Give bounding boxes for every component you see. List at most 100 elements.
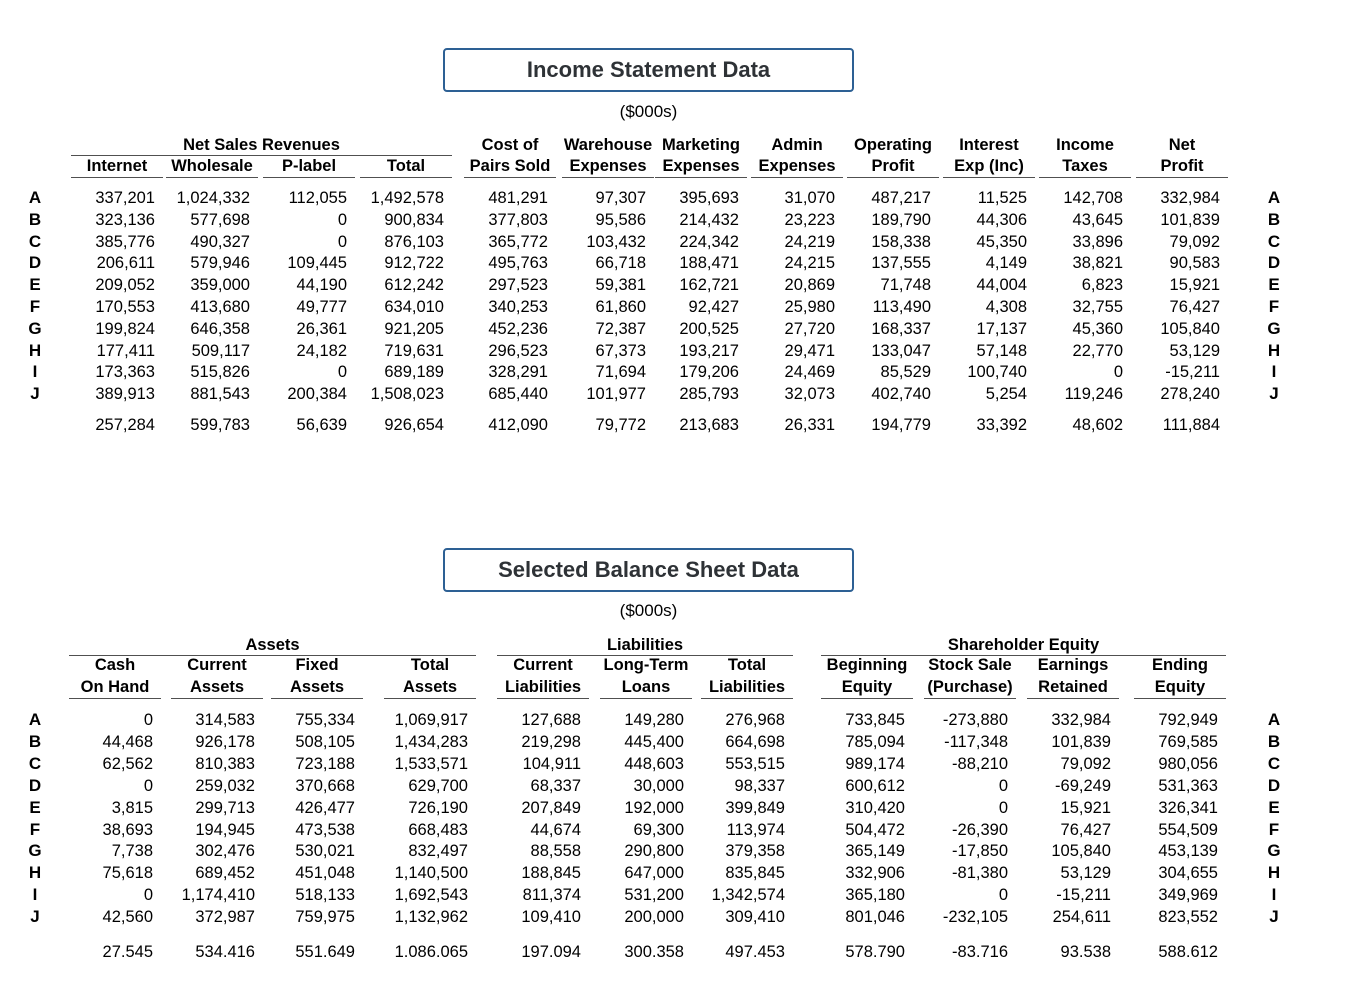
data-cell: 44,004 xyxy=(976,276,1027,295)
data-cell: 332,984 xyxy=(1160,189,1220,207)
data-cell: 759,975 xyxy=(295,908,355,927)
data-cell: 385,776 xyxy=(95,232,155,251)
data-cell: 0 xyxy=(337,363,347,382)
average-cell: 534,416 xyxy=(195,943,255,957)
row-label-right: G xyxy=(1267,841,1281,861)
data-cell: 365,180 xyxy=(845,886,905,905)
average-cell: 412,090 xyxy=(488,416,548,434)
column-header-line: Equity xyxy=(841,677,893,696)
data-cell: 38,693 xyxy=(102,820,153,839)
row-label-right: C xyxy=(1267,231,1281,251)
data-cell: 504,472 xyxy=(845,820,905,839)
average-cell: 1,086,065 xyxy=(394,943,468,957)
data-cell: 209,052 xyxy=(95,276,155,295)
data-cell: 44,306 xyxy=(976,210,1027,229)
average-cell: 26,331 xyxy=(784,416,835,434)
data-cell: 835,845 xyxy=(725,864,785,883)
data-cell: 32,755 xyxy=(1072,298,1123,316)
data-cell: 27,720 xyxy=(784,319,835,338)
data-cell: 76,427 xyxy=(1169,298,1220,316)
average-cell: 257,284 xyxy=(95,416,155,434)
data-cell: 577,698 xyxy=(190,210,250,229)
data-cell: 309,410 xyxy=(725,908,785,927)
data-cell: 0 xyxy=(143,886,153,905)
data-cell: -273,880 xyxy=(942,711,1008,729)
column-header-line: Operating xyxy=(854,136,932,154)
data-cell: 32,073 xyxy=(784,385,835,404)
data-cell: 531,363 xyxy=(1158,776,1218,795)
row-label-right: F xyxy=(1268,297,1280,316)
data-cell: 823,552 xyxy=(1158,908,1218,927)
data-cell: 214,432 xyxy=(679,210,739,229)
data-cell: 310,420 xyxy=(845,798,905,817)
data-cell: 24,182 xyxy=(296,341,347,360)
data-cell: 75,618 xyxy=(102,864,153,883)
data-cell: 328,291 xyxy=(488,363,548,382)
data-cell: 365,149 xyxy=(845,842,905,861)
average-cell: 497,453 xyxy=(725,943,785,957)
data-cell: 22,770 xyxy=(1072,341,1123,360)
row-label-right: H xyxy=(1267,863,1281,883)
data-cell: 365,772 xyxy=(488,232,548,251)
data-cell: 600,612 xyxy=(845,776,905,795)
balance-sheet-group-header: Liabilities xyxy=(497,636,793,656)
data-cell: 101,839 xyxy=(1160,210,1220,229)
column-header-line: P-label xyxy=(281,157,337,175)
balance-sheet-title: Selected Balance Sheet Data xyxy=(498,557,799,582)
income-statement-title-box: Income Statement Data xyxy=(443,48,854,92)
column-header-line: Long-Term xyxy=(603,656,689,674)
column-header: Total Liabilities xyxy=(701,656,793,699)
column-header: Long-Term Loans xyxy=(600,656,692,699)
column-header-line: Taxes xyxy=(1062,157,1108,175)
column-header-line: Profit xyxy=(1160,157,1204,175)
data-cell: 23,223 xyxy=(784,210,835,229)
row-label-left: G xyxy=(28,318,42,338)
data-cell: 68,337 xyxy=(530,776,581,795)
data-cell: 445,400 xyxy=(624,732,684,751)
average-cell: 197,094 xyxy=(521,943,581,957)
data-cell: 101,839 xyxy=(1051,732,1111,751)
data-cell: 188,845 xyxy=(521,864,581,883)
data-cell: 127,688 xyxy=(521,711,581,729)
data-cell: 24,219 xyxy=(784,232,835,251)
row-label-right: I xyxy=(1271,885,1277,905)
data-cell: 755,334 xyxy=(295,711,355,729)
column-header-line: Assets xyxy=(289,677,345,696)
data-cell: 15,921 xyxy=(1060,798,1111,817)
column-header-line: Total xyxy=(386,157,426,175)
column-header-line: Exp (Inc) xyxy=(954,157,1024,175)
data-cell: 989,174 xyxy=(845,754,905,773)
data-cell: 219,298 xyxy=(521,732,581,751)
row-label-left: H xyxy=(28,863,42,883)
data-cell: 689,189 xyxy=(384,363,444,382)
column-header-line: Assets xyxy=(189,677,245,696)
data-cell: 105,840 xyxy=(1160,319,1220,338)
data-cell: 98,337 xyxy=(734,776,785,795)
row-label-left: D xyxy=(28,775,42,795)
average-cell: 213,683 xyxy=(679,416,739,434)
data-cell: 79,092 xyxy=(1060,754,1111,773)
row-label-right: H xyxy=(1267,340,1281,360)
data-cell: 206,611 xyxy=(96,254,155,273)
data-cell: -88,210 xyxy=(952,754,1008,773)
average-cell: 300,358 xyxy=(624,943,684,957)
data-cell: 85,529 xyxy=(880,363,931,382)
data-cell: 1,508,023 xyxy=(370,385,444,404)
column-header: Cost of Pairs Sold xyxy=(464,136,556,178)
data-cell: 646,358 xyxy=(190,319,250,338)
data-cell: 179,206 xyxy=(679,363,739,382)
data-cell: 634,010 xyxy=(384,298,444,316)
data-cell: 53,129 xyxy=(1169,341,1220,360)
row-label-left: B xyxy=(28,209,42,229)
data-cell: 426,477 xyxy=(295,798,355,817)
data-cell: 104,911 xyxy=(522,754,581,773)
data-cell: 17,137 xyxy=(976,319,1027,338)
balance-sheet-title-box: Selected Balance Sheet Data xyxy=(443,548,854,592)
row-label-left: I xyxy=(32,362,38,382)
data-cell: 62,562 xyxy=(102,754,153,773)
data-cell: 801,046 xyxy=(845,908,905,927)
data-cell: 38,821 xyxy=(1072,254,1123,273)
column-header-line: Total xyxy=(410,656,450,674)
data-cell: 473,538 xyxy=(295,820,355,839)
data-cell: 792,949 xyxy=(1158,711,1218,729)
